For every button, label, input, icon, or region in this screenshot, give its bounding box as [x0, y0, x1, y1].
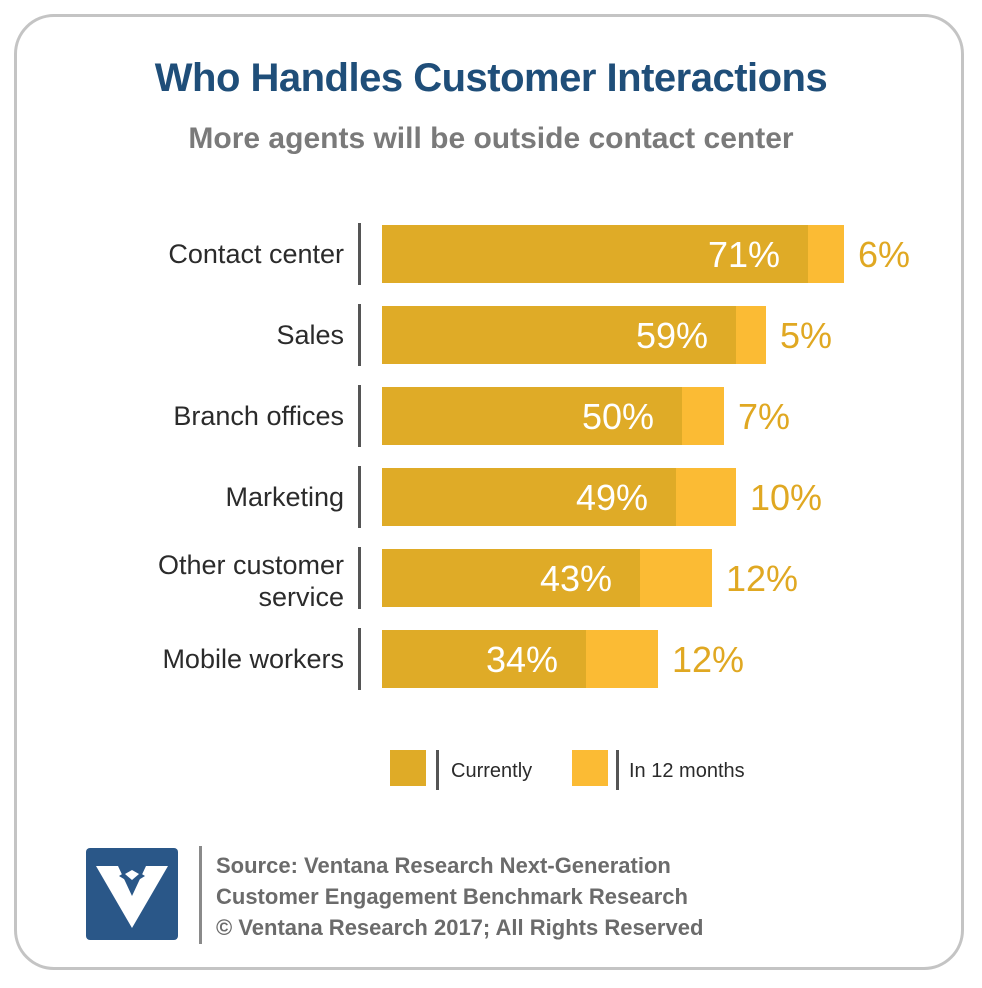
source-line-1: Source: Ventana Research Next-Generation	[216, 853, 671, 878]
value-label-currently: 50%	[582, 396, 654, 437]
value-label-currently: 71%	[708, 234, 780, 275]
legend-divider	[616, 750, 619, 790]
category-label: Marketing	[225, 482, 344, 512]
legend-label-in-12-months: In 12 months	[629, 760, 745, 782]
legend-swatch-in-12-months	[572, 750, 608, 786]
legend-swatch-currently	[390, 750, 426, 786]
bar-in-12-months	[586, 630, 658, 688]
category-label: Other customer service	[158, 550, 344, 612]
category-divider	[358, 223, 361, 285]
bar-in-12-months	[808, 225, 844, 283]
value-label-currently: 49%	[576, 477, 648, 518]
category-divider	[358, 466, 361, 528]
value-label-in-12-months: 7%	[738, 396, 790, 437]
value-label-in-12-months: 5%	[780, 315, 832, 356]
value-label-currently: 34%	[486, 639, 558, 680]
category-label: Contact center	[168, 239, 344, 269]
bar-currently	[382, 387, 682, 445]
category-divider	[358, 385, 361, 447]
category-divider	[358, 304, 361, 366]
value-label-currently: 59%	[636, 315, 708, 356]
footer-divider	[199, 846, 202, 944]
value-label-in-12-months: 12%	[726, 558, 798, 599]
legend-divider	[436, 750, 439, 790]
ventana-logo	[86, 848, 178, 940]
bar-currently	[382, 549, 640, 607]
chart-title: Who Handles Customer Interactions	[154, 56, 828, 100]
bar-in-12-months	[736, 306, 766, 364]
bar-currently	[382, 630, 586, 688]
bar-currently	[382, 306, 736, 364]
legend-label-currently: Currently	[451, 760, 532, 782]
category-label: Branch offices	[173, 401, 344, 431]
bar-in-12-months	[682, 387, 724, 445]
bar-currently	[382, 468, 676, 526]
value-label-in-12-months: 6%	[858, 234, 910, 275]
source-note: Source: Ventana Research Next-Generation…	[216, 850, 703, 943]
value-label-in-12-months: 12%	[672, 639, 744, 680]
value-label-in-12-months: 10%	[750, 477, 822, 518]
bar-in-12-months	[676, 468, 736, 526]
category-divider	[358, 628, 361, 690]
ventana-v-icon	[96, 866, 168, 928]
bar-currently	[382, 225, 808, 283]
category-divider	[358, 547, 361, 609]
chart-subtitle: More agents will be outside contact cent…	[188, 122, 794, 155]
source-line-2: Customer Engagement Benchmark Research	[216, 884, 688, 909]
category-label: Sales	[276, 320, 344, 350]
source-line-3: © Ventana Research 2017; All Rights Rese…	[216, 915, 704, 940]
category-label: Mobile workers	[162, 644, 344, 674]
value-label-currently: 43%	[540, 558, 612, 599]
bar-in-12-months	[640, 549, 712, 607]
